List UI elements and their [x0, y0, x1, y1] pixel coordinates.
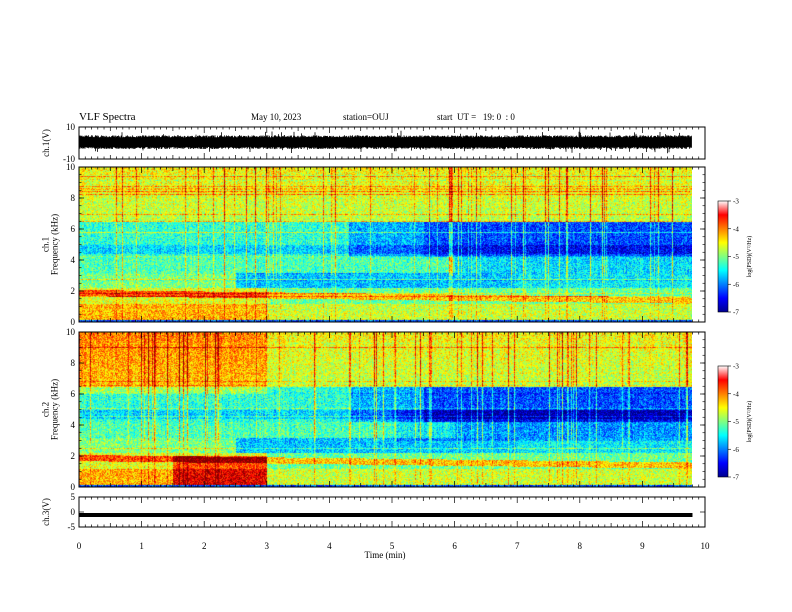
- y-axis-label: ch.3(V): [41, 498, 51, 526]
- y-tick-label: 0: [71, 317, 76, 327]
- colorbar-spectrogram-ch2: [717, 365, 729, 478]
- date-label: May 10, 2023: [251, 112, 302, 122]
- x-tick-label: 2: [202, 541, 207, 551]
- x-tick-label: 7: [515, 541, 520, 551]
- y-tick-label: 10: [66, 122, 76, 132]
- y-tick-label: 4: [71, 420, 76, 430]
- colorbar-label: log(PSD)(V²/Hz): [746, 236, 753, 277]
- x-tick-label: 0: [77, 541, 82, 551]
- colorbar-tick-label: -6: [733, 281, 739, 289]
- y-axis-label: ch.1: [41, 237, 51, 252]
- x-axis-label: Time (min): [365, 550, 406, 560]
- spectrogram-ch1-image: [79, 167, 692, 322]
- colorbar-tick-label: -7: [733, 309, 739, 317]
- x-tick-label: 9: [640, 541, 645, 551]
- colorbar-tick-label: -4: [733, 225, 739, 233]
- y-tick-label: 0: [71, 507, 76, 517]
- y-tick-label: 6: [71, 224, 76, 234]
- y-tick-label: 10: [66, 162, 76, 172]
- y-tick-label: -5: [68, 522, 76, 532]
- y-axis-label: Frequency (kHz): [50, 214, 60, 275]
- x-tick-label: 4: [327, 541, 332, 551]
- x-tick-label: 8: [578, 541, 583, 551]
- y-tick-label: 6: [71, 389, 76, 399]
- x-tick-label: 6: [452, 541, 457, 551]
- spectrogram-ch2-image: [79, 332, 692, 487]
- colorbar-tick-label: -5: [733, 418, 739, 426]
- figure-title: VLF Spectra: [79, 111, 136, 123]
- y-tick-label: -10: [63, 154, 75, 164]
- y-tick-label: 10: [66, 327, 76, 337]
- start-time-label: start UT = 19: 0 : 0: [437, 112, 515, 122]
- y-tick-label: 2: [71, 451, 76, 461]
- waveform-ch1-trace: [78, 130, 692, 154]
- colorbar-tick-label: -3: [733, 363, 739, 371]
- y-axis-label: ch.2: [41, 402, 51, 417]
- colorbar-tick-label: -5: [733, 253, 739, 261]
- y-tick-label: 8: [71, 193, 76, 203]
- y-tick-label: 5: [71, 492, 76, 502]
- colorbar-tick-label: -3: [733, 198, 739, 206]
- y-axis-label: Frequency (kHz): [50, 379, 60, 440]
- colorbar-spectrogram-ch1: [717, 200, 729, 313]
- y-tick-label: 2: [71, 286, 76, 296]
- y-tick-label: 4: [71, 255, 76, 265]
- y-axis-label: ch.1(V): [41, 129, 51, 157]
- x-tick-label: 3: [265, 541, 270, 551]
- colorbar-tick-label: -6: [733, 446, 739, 454]
- y-tick-label: 8: [71, 358, 76, 368]
- station-label: station=OUJ: [343, 112, 389, 122]
- x-tick-label: 10: [701, 541, 711, 551]
- x-tick-label: 1: [139, 541, 144, 551]
- colorbar-label: log(PSD)(V²/Hz): [746, 401, 753, 442]
- x-tick-label: 5: [390, 541, 395, 551]
- y-tick-label: 0: [71, 482, 76, 492]
- colorbar-tick-label: -7: [733, 474, 739, 482]
- colorbar-tick-label: -4: [733, 390, 739, 398]
